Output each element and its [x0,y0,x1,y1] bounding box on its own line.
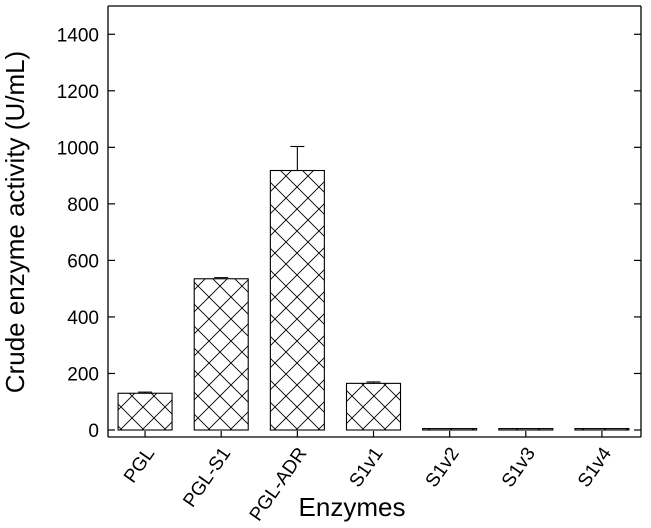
bar [118,393,172,430]
x-tick-label: PGL [120,444,159,487]
plot-frame [108,6,641,437]
bars [118,171,629,430]
y-tick-label: 200 [67,364,99,385]
y-tick-label: 1000 [57,138,99,159]
y-axis-title: Crude enzyme activity (U/mL) [0,51,30,393]
y-tick-label: 1200 [57,82,99,103]
x-tick-label: PGL-S1 [179,444,235,511]
y-tick-label: 1400 [57,25,99,46]
y-ticks: 0 200 400 600 800 1000 1200 1400 [57,25,641,442]
y-tick-label: 400 [67,308,99,329]
bar [194,279,248,430]
x-tick-label: S1v2 [422,444,464,492]
bar [499,429,553,430]
x-tick-label: S1v3 [498,444,540,492]
error-bars [138,146,380,393]
x-tick-label: S1v1 [346,444,388,492]
x-tick-label: S1v4 [574,443,616,491]
bar [423,429,477,430]
y-tick-label: 800 [67,195,99,216]
x-axis-title: Enzymes [299,492,406,522]
bar [347,383,401,430]
bar [575,429,629,430]
bar [270,171,324,430]
y-tick-label: 600 [67,251,99,272]
y-tick-label: 0 [88,421,99,442]
